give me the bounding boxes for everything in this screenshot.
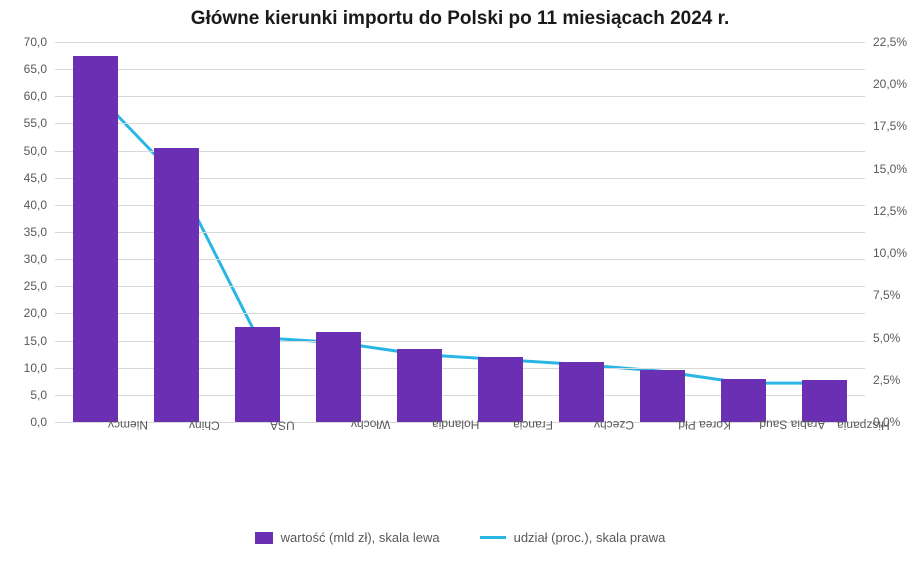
bar [640, 370, 685, 422]
y-left-tick-label: 50,0 [0, 144, 47, 158]
y-left-tick-label: 65,0 [0, 62, 47, 76]
y-right-tick-label: 17,5% [873, 119, 907, 133]
legend-swatch-bar [255, 532, 273, 544]
y-left-tick-label: 15,0 [0, 334, 47, 348]
gridline [55, 123, 865, 124]
legend-item: udział (proc.), skala prawa [480, 530, 666, 545]
bar [316, 332, 361, 422]
y-left-tick-label: 25,0 [0, 279, 47, 293]
y-right-tick-label: 5,0% [873, 331, 900, 345]
y-right-tick-label: 10,0% [873, 246, 907, 260]
legend-swatch-line [480, 536, 506, 539]
bar [802, 380, 847, 422]
chart-container: Główne kierunki importu do Polski po 11 … [0, 0, 920, 563]
bar [397, 349, 442, 422]
y-left-tick-label: 45,0 [0, 171, 47, 185]
y-left-tick-label: 5,0 [0, 388, 47, 402]
bar [154, 148, 199, 422]
plot-area [55, 42, 865, 422]
bar [721, 379, 766, 422]
legend-label: wartość (mld zł), skala lewa [281, 530, 440, 545]
chart-title: Główne kierunki importu do Polski po 11 … [0, 8, 920, 30]
y-right-tick-label: 15,0% [873, 162, 907, 176]
y-left-tick-label: 0,0 [0, 415, 47, 429]
legend: wartość (mld zł), skala lewa udział (proc… [0, 530, 920, 545]
gridline [55, 69, 865, 70]
y-left-tick-label: 10,0 [0, 361, 47, 375]
y-right-tick-label: 2,5% [873, 373, 900, 387]
y-left-tick-label: 35,0 [0, 225, 47, 239]
y-left-tick-label: 30,0 [0, 252, 47, 266]
gridline [55, 42, 865, 43]
bar [73, 56, 118, 422]
bar [478, 357, 523, 422]
bar [235, 327, 280, 422]
y-left-tick-label: 40,0 [0, 198, 47, 212]
y-left-tick-label: 20,0 [0, 306, 47, 320]
gridline [55, 96, 865, 97]
legend-label: udział (proc.), skala prawa [514, 530, 666, 545]
legend-item: wartość (mld zł), skala lewa [255, 530, 440, 545]
y-right-tick-label: 22,5% [873, 35, 907, 49]
y-left-tick-label: 70,0 [0, 35, 47, 49]
y-right-tick-label: 12,5% [873, 204, 907, 218]
bar [559, 362, 604, 422]
y-right-tick-label: 7,5% [873, 288, 900, 302]
y-left-tick-label: 60,0 [0, 89, 47, 103]
y-right-tick-label: 20,0% [873, 77, 907, 91]
y-left-tick-label: 55,0 [0, 116, 47, 130]
